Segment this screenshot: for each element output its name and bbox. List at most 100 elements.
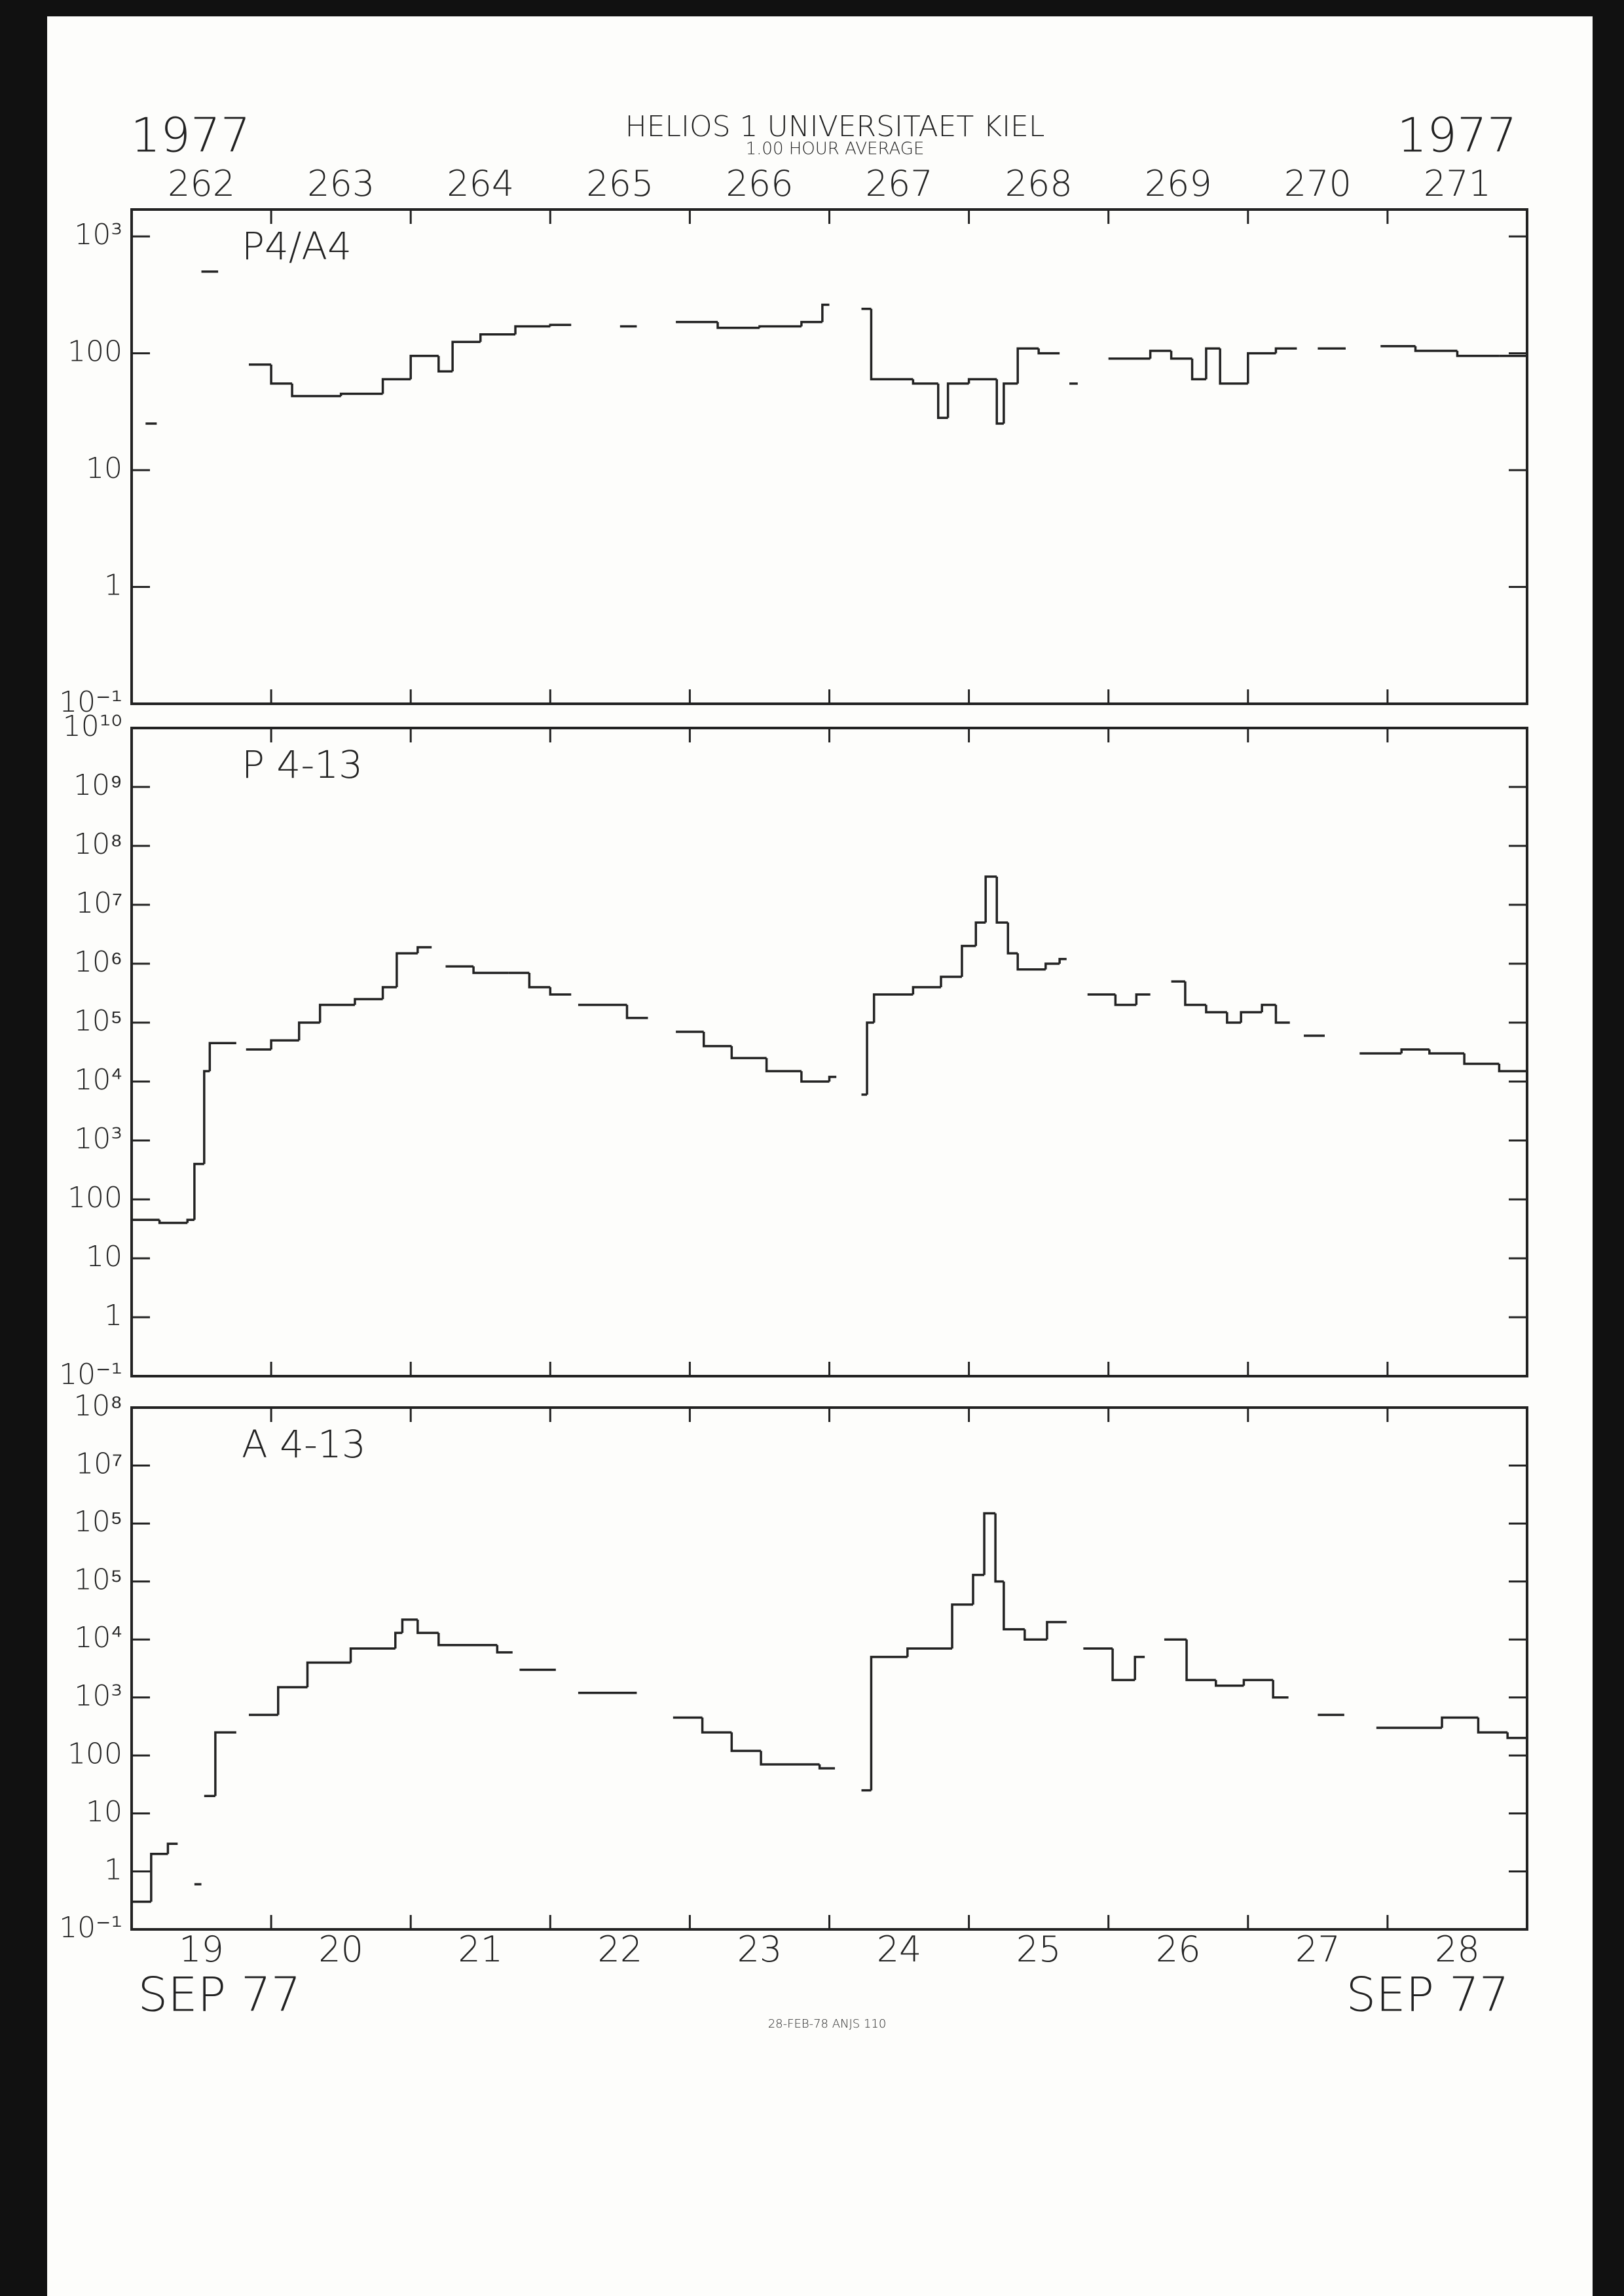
data-step: [984, 875, 997, 923]
data-step: [1190, 358, 1206, 380]
data-step: [866, 1021, 874, 1095]
data-step: [716, 321, 760, 329]
data-step: [972, 1573, 985, 1605]
panel-label: P 4-13: [242, 742, 363, 787]
y-tick-label: 10: [86, 452, 122, 485]
footer-note: 28-FEB-78 ANJS 110: [768, 2017, 887, 2031]
data-step: [549, 323, 572, 327]
data-step: [906, 1647, 953, 1657]
y-tick-label: 10⁵: [74, 1505, 122, 1539]
y-tick-label: 10⁴: [74, 1063, 122, 1097]
data-step: [1261, 1004, 1276, 1013]
x2-tick-label: 271: [1424, 163, 1491, 204]
data-step: [940, 975, 962, 987]
data-step: [1003, 382, 1018, 424]
data-step: [270, 1039, 299, 1050]
data-step: [1184, 981, 1206, 1006]
data-step: [381, 378, 411, 394]
data-step: [800, 321, 822, 327]
month-right: SEP 77: [1346, 1967, 1509, 2022]
x2-tick-label: 269: [1145, 163, 1212, 204]
data-step: [1242, 1679, 1274, 1686]
data-step: [946, 382, 969, 418]
data-step: [1226, 1012, 1242, 1024]
data-step: [1111, 1648, 1135, 1681]
data-step: [936, 383, 948, 420]
y-tick-label: 100: [67, 1737, 122, 1770]
y-tick-label: 10⁶: [74, 945, 122, 979]
data-step: [158, 1220, 188, 1224]
month-left: SEP 77: [138, 1967, 301, 2022]
data-step: [1240, 1011, 1263, 1023]
data-step: [765, 1058, 802, 1072]
data-step: [1006, 922, 1018, 955]
y-tick-label: 10⁵: [74, 1004, 122, 1038]
x-tick-label: 22: [597, 1929, 642, 1970]
data-step: [730, 1732, 762, 1753]
y-tick-label: 1: [104, 569, 122, 602]
data-step: [203, 1070, 210, 1164]
data-step: [828, 1076, 837, 1082]
data-step: [1428, 1049, 1465, 1055]
data-step: [818, 1764, 836, 1770]
data-step: [1037, 348, 1060, 355]
x2-tick-label: 267: [866, 163, 933, 204]
y-tick-label: 10³: [74, 218, 122, 251]
x2-tick-label: 264: [447, 163, 514, 204]
data-step: [758, 325, 802, 328]
x-tick-label: 26: [1156, 1929, 1201, 1970]
data-step: [186, 1218, 194, 1223]
y-tick-label: 10: [86, 1795, 122, 1829]
data-step: [409, 354, 439, 380]
data-step: [1205, 347, 1221, 380]
data-step: [416, 1619, 439, 1634]
x-tick-label: 19: [179, 1929, 224, 1970]
x-tick-label: 23: [737, 1929, 783, 1970]
y-tick-label: 10³: [74, 1122, 122, 1156]
x-tick-label: 24: [877, 1929, 922, 1970]
data-step: [1414, 346, 1458, 352]
data-step: [1274, 347, 1297, 354]
x2-tick-label: 268: [1005, 163, 1073, 204]
panel-label: A 4-13: [242, 1422, 366, 1467]
data-step: [401, 1618, 418, 1633]
y-tick-label: 10⁵: [74, 1563, 122, 1597]
data-step: [150, 1853, 168, 1902]
y-tick-label: 100: [67, 335, 122, 369]
data-step: [437, 355, 453, 373]
x2-tick-label: 266: [726, 163, 793, 204]
data-step: [1506, 1732, 1527, 1740]
data-step: [1135, 993, 1151, 1005]
chart-title: HELIOS 1 UNIVERSITAET KIEL: [625, 110, 1045, 143]
data-step: [451, 340, 481, 372]
data-step: [1205, 1004, 1227, 1013]
data-step: [701, 1717, 732, 1734]
data-step: [193, 1163, 204, 1220]
data-step: [1498, 1063, 1527, 1072]
y-tick-label: 10⁴: [74, 1621, 122, 1654]
data-step: [394, 1631, 403, 1649]
data-step: [1024, 1629, 1047, 1641]
data-step: [961, 945, 976, 977]
data-step: [297, 1021, 320, 1041]
data-step: [1272, 1680, 1289, 1699]
data-step: [1274, 1004, 1290, 1024]
data-step: [702, 1031, 732, 1048]
y-tick-label: 1: [104, 1299, 122, 1332]
x-tick-label: 28: [1435, 1929, 1480, 1970]
data-step: [1400, 1048, 1430, 1054]
data-step: [912, 986, 941, 995]
paper: [47, 16, 1593, 2296]
y-tick-label: 10⁷: [75, 1448, 122, 1481]
data-step: [1003, 1581, 1025, 1631]
data-step: [1441, 1716, 1479, 1728]
data-step: [514, 325, 551, 335]
data-step: [318, 1004, 355, 1023]
data-step: [800, 1071, 830, 1083]
data-step: [1058, 958, 1067, 964]
y-tick-label: 10⁻¹: [59, 685, 122, 719]
x-tick-label: 25: [1016, 1929, 1061, 1970]
data-step: [528, 972, 551, 989]
data-step: [437, 1633, 498, 1647]
data-step: [306, 1661, 351, 1688]
